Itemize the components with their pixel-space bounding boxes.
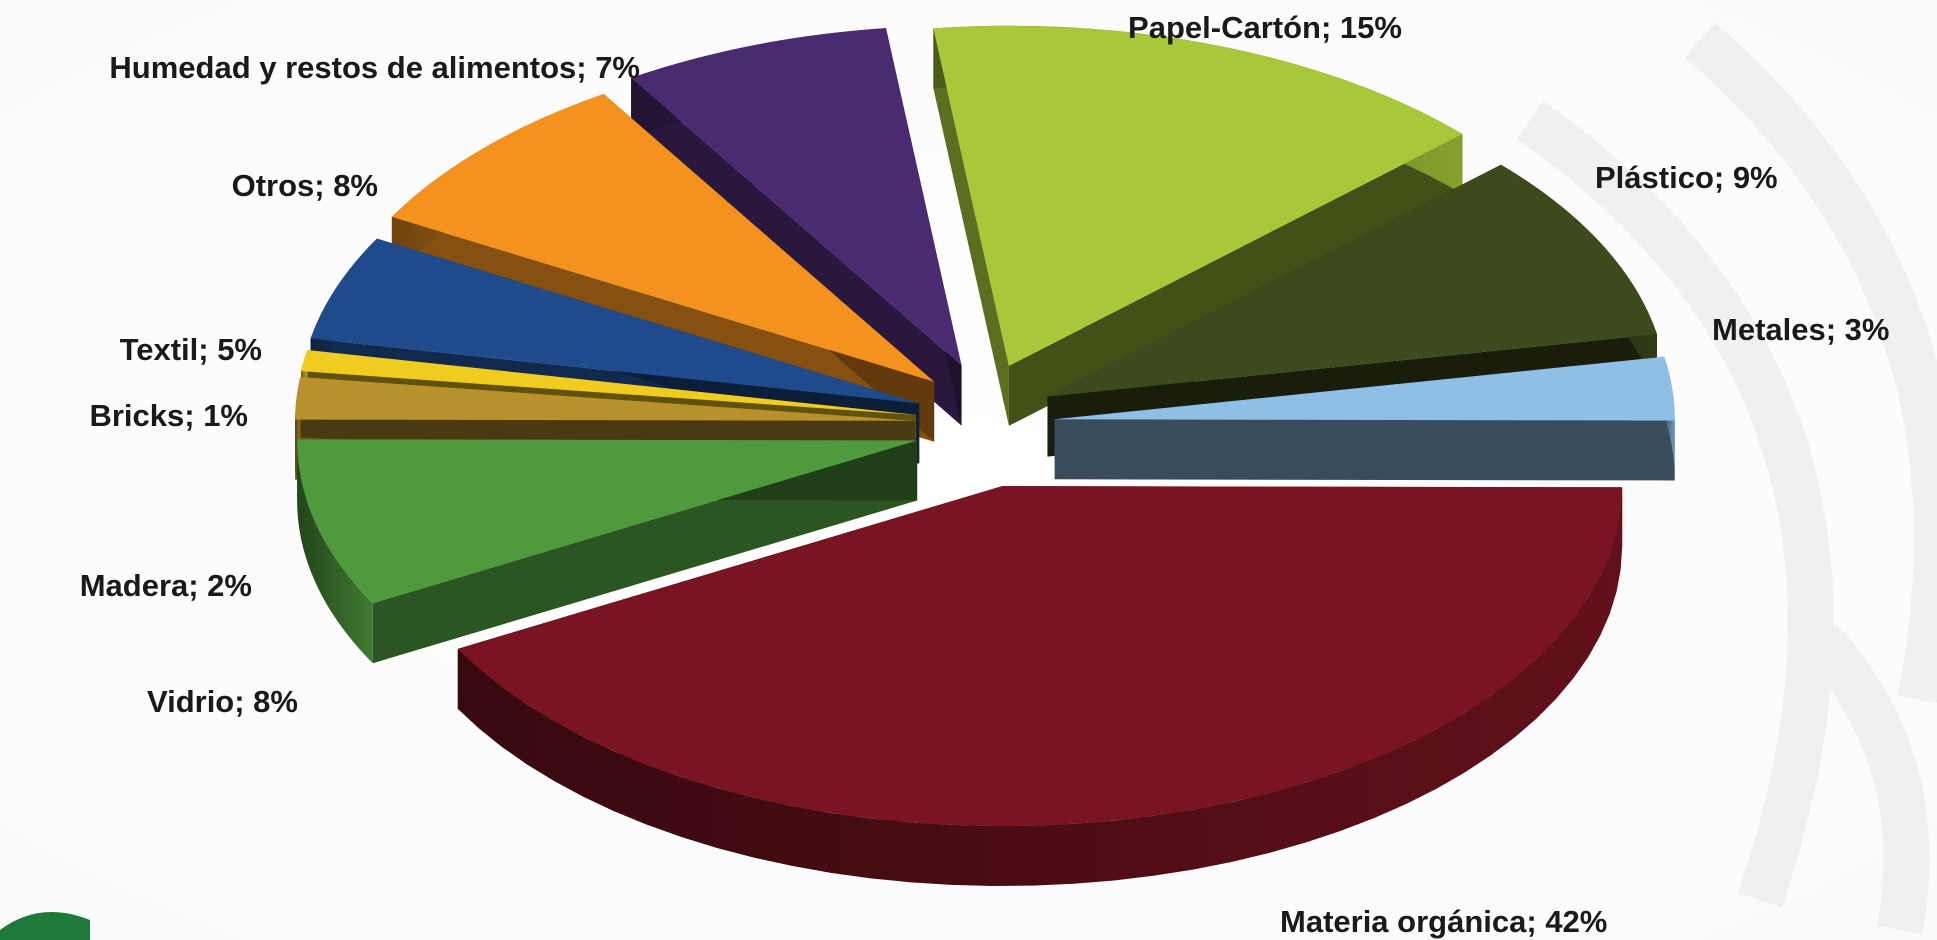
slice-label: Materia orgánica; 42% [1280, 904, 1607, 939]
background-swoosh [1684, 22, 1937, 704]
pie-slice-metales [1054, 356, 1675, 481]
slice-top-face [310, 238, 920, 404]
pie-slices [295, 25, 1675, 887]
pie-slice-materia-orgánica [457, 486, 1623, 887]
slice-top-face [933, 25, 1463, 366]
slice-label: Vidrio; 8% [147, 684, 298, 719]
slice-top-face [295, 377, 916, 421]
slice-top-face [1047, 164, 1657, 397]
slice-side-wall [1054, 419, 1675, 481]
slice-side-wall [1008, 133, 1463, 426]
slice-label: Textil; 5% [120, 332, 262, 367]
slice-top-face [391, 94, 935, 382]
slice-top-face [301, 350, 916, 415]
slice-side-wall [933, 28, 1009, 426]
slice-outer-wall [297, 439, 373, 664]
slice-top-face [457, 486, 1623, 827]
slice-label: Metales; 3% [1712, 312, 1889, 347]
pie-labels: Papel-Cartón; 15% Plástico; 9% Metales; 3%… [80, 10, 1890, 939]
pie-slice-vidrio [297, 439, 918, 664]
slice-top-face [297, 439, 918, 604]
slice-label: Humedad y restos de alimentos; 7% [109, 50, 640, 85]
slice-outer-wall [457, 487, 1623, 887]
slice-top-face [631, 28, 962, 366]
slice-label: Plástico; 9% [1595, 160, 1778, 195]
slice-label: Bricks; 1% [89, 398, 248, 433]
pie-slice-papel-cartón [933, 25, 1463, 426]
logo-corner-mark [0, 912, 90, 940]
slice-label: Otros; 8% [232, 168, 378, 203]
slice-label: Madera; 2% [80, 568, 252, 603]
background-swoosh [1802, 624, 1930, 934]
slice-top-face [1054, 356, 1675, 421]
background-swoosh [1516, 101, 1834, 908]
slice-label: Papel-Cartón; 15% [1128, 10, 1402, 45]
